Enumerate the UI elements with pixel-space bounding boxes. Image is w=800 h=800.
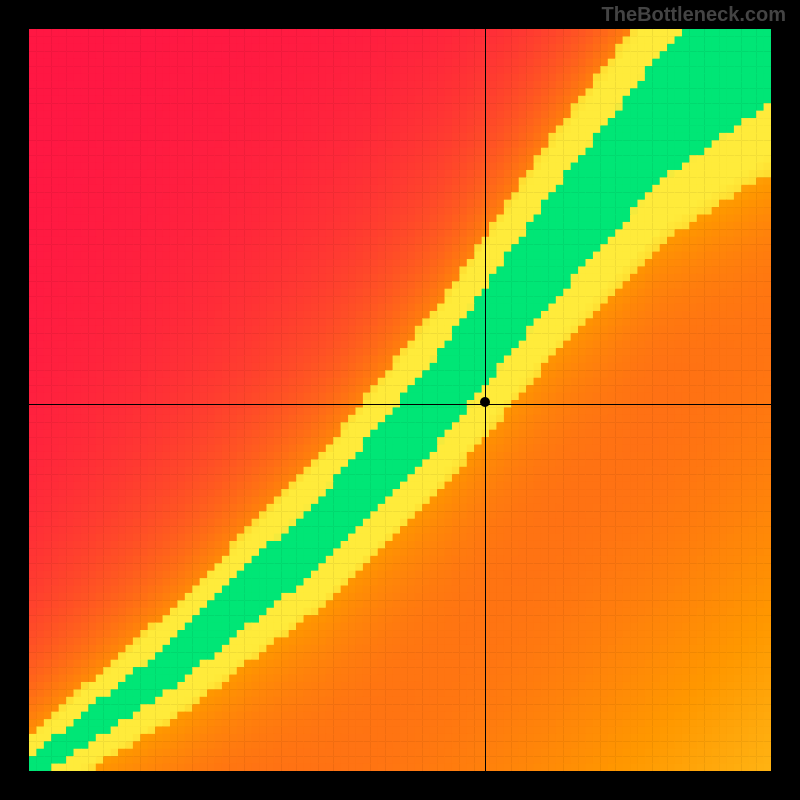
bottleneck-heatmap-plot (29, 29, 771, 771)
selection-marker-dot (480, 397, 490, 407)
crosshair-horizontal (29, 404, 771, 405)
watermark-text: TheBottleneck.com (602, 4, 786, 27)
heatmap-canvas (29, 29, 771, 771)
